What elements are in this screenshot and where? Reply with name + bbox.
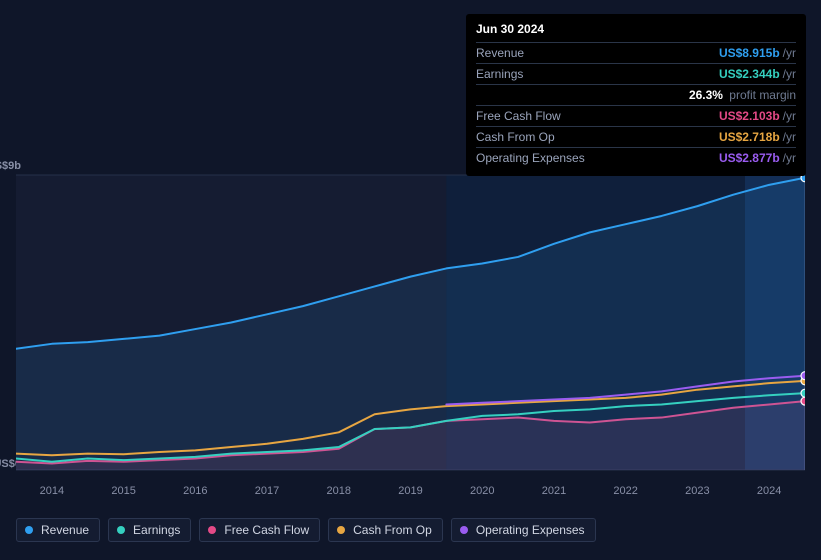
plot-area[interactable]	[16, 150, 805, 480]
legend-dot-icon	[25, 526, 33, 534]
x-axis-tick: 2017	[255, 485, 279, 497]
hover-tooltip: Jun 30 2024 RevenueUS$8.915b/yrEarningsU…	[466, 14, 806, 176]
x-axis-tick: 2024	[757, 485, 781, 497]
x-axis-tick: 2019	[398, 485, 422, 497]
legend-label: Operating Expenses	[476, 523, 585, 537]
tooltip-metric-label: Cash From Op	[476, 129, 719, 145]
legend-dot-icon	[117, 526, 125, 534]
legend-label: Earnings	[133, 523, 180, 537]
tooltip-row: Operating ExpensesUS$2.877b/yr	[476, 147, 796, 168]
chart-legend: Revenue Earnings Free Cash Flow Cash From O…	[16, 518, 596, 542]
tooltip-metric-suffix: /yr	[783, 109, 796, 123]
tooltip-row: Free Cash FlowUS$2.103b/yr	[476, 105, 796, 126]
legend-label: Cash From Op	[353, 523, 432, 537]
legend-label: Revenue	[41, 523, 89, 537]
tooltip-extra-text: profit margin	[726, 88, 796, 102]
tooltip-metric-label: Earnings	[476, 66, 719, 82]
legend-item-earnings[interactable]: Earnings	[108, 518, 191, 542]
x-axis-tick: 2018	[327, 485, 351, 497]
legend-dot-icon	[460, 526, 468, 534]
tooltip-row: EarningsUS$2.344b/yr	[476, 63, 796, 84]
tooltip-metric-value: US$2.718b	[719, 130, 780, 144]
tooltip-metric-value: US$2.344b	[719, 67, 780, 81]
tooltip-metric-suffix: /yr	[783, 130, 796, 144]
legend-item-free-cash-flow[interactable]: Free Cash Flow	[199, 518, 320, 542]
tooltip-date: Jun 30 2024	[476, 22, 796, 42]
tooltip-extra-pct: 26.3%	[689, 88, 723, 102]
legend-dot-icon	[208, 526, 216, 534]
tooltip-metric-suffix: /yr	[783, 67, 796, 81]
x-axis-tick: 2023	[685, 485, 709, 497]
x-axis-tick: 2022	[613, 485, 637, 497]
earnings-revenue-chart[interactable]: US$9b US$0 20142015201620172018201920202…	[0, 150, 821, 510]
tooltip-row: RevenueUS$8.915b/yr	[476, 42, 796, 63]
x-axis-tick: 2020	[470, 485, 494, 497]
x-axis-tick: 2015	[111, 485, 135, 497]
tooltip-metric-label: Revenue	[476, 45, 719, 61]
tooltip-metric-value: US$2.877b	[719, 151, 780, 165]
tooltip-metric-label: Free Cash Flow	[476, 108, 719, 124]
legend-item-revenue[interactable]: Revenue	[16, 518, 100, 542]
x-axis-tick: 2021	[542, 485, 566, 497]
legend-dot-icon	[337, 526, 345, 534]
legend-item-operating-expenses[interactable]: Operating Expenses	[451, 518, 596, 542]
tooltip-row: Cash From OpUS$2.718b/yr	[476, 126, 796, 147]
tooltip-extra-row: 26.3% profit margin	[476, 84, 796, 105]
x-axis-tick: 2016	[183, 485, 207, 497]
tooltip-metric-suffix: /yr	[783, 151, 796, 165]
tooltip-metric-value: US$8.915b	[719, 46, 780, 60]
tooltip-metric-value: US$2.103b	[719, 109, 780, 123]
legend-label: Free Cash Flow	[224, 523, 309, 537]
tooltip-metric-label: Operating Expenses	[476, 150, 719, 166]
legend-item-cash-from-op[interactable]: Cash From Op	[328, 518, 443, 542]
x-axis-tick: 2014	[40, 485, 64, 497]
tooltip-metric-suffix: /yr	[783, 46, 796, 60]
